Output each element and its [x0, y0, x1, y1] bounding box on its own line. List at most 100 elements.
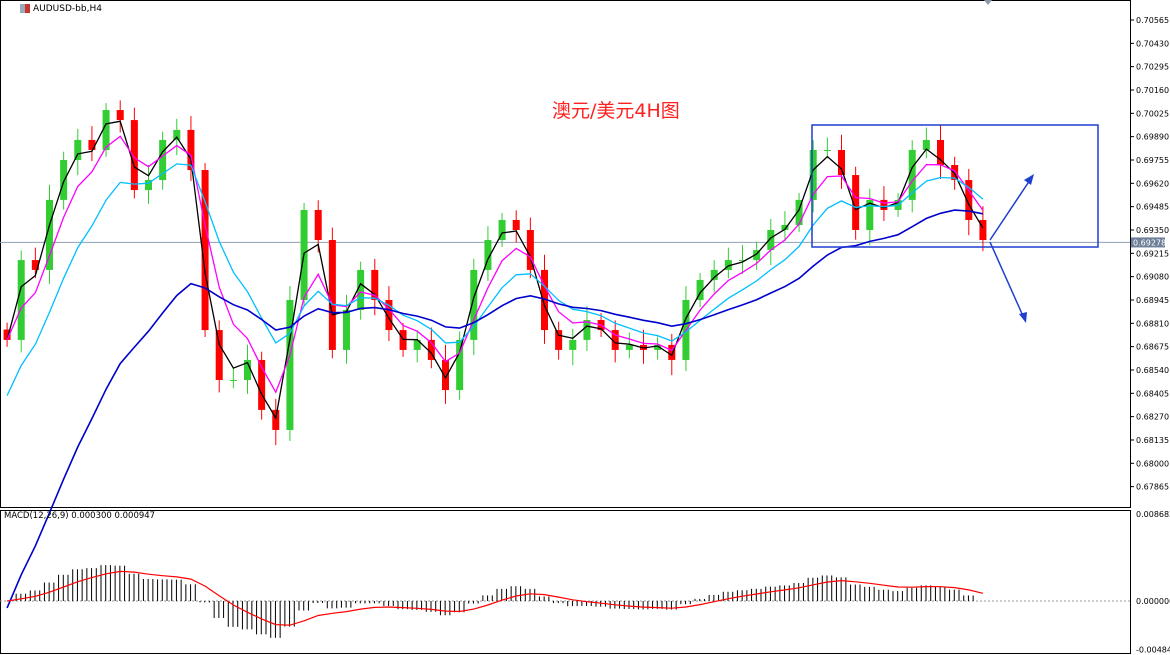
candle-body [965, 180, 973, 220]
macd-tick-label: -0.004840 [1136, 646, 1170, 655]
candle-body [60, 159, 68, 200]
candle-body [625, 344, 633, 350]
candle-body [314, 209, 322, 241]
ma-mid-line [6, 135, 984, 394]
symbol-label: AUDUSD-bb,H4 [33, 4, 102, 14]
y-tick-label: 0.68405 [1136, 389, 1169, 398]
ma-long-line [6, 209, 984, 609]
candle-body [583, 320, 591, 340]
candle-body [498, 219, 506, 241]
macd-tick-label: 0.008682 [1136, 510, 1170, 519]
down-arrow-icon [1019, 312, 1027, 323]
current-price-label: 0.69278 [1133, 238, 1166, 247]
y-tick-label: 0.69485 [1136, 203, 1169, 212]
candle-body [922, 139, 930, 150]
candle-body [442, 359, 449, 391]
candle-body [569, 339, 577, 350]
candle-body [866, 199, 874, 230]
macd-signal-line [7, 570, 984, 626]
y-tick-label: 0.69755 [1136, 156, 1169, 165]
y-tick-label: 0.68135 [1136, 436, 1169, 445]
ma-slow-line [6, 163, 984, 396]
candle-body [611, 330, 619, 350]
y-tick-label: 0.69620 [1136, 179, 1169, 188]
candle-body [343, 310, 350, 350]
macd-tick-label: 0.000000 [1136, 597, 1170, 606]
candle-body [696, 279, 704, 300]
candle-body [413, 339, 421, 350]
candle-body [739, 260, 746, 262]
candle-body [724, 260, 732, 270]
y-tick-label: 0.68675 [1136, 343, 1169, 352]
candle-body [470, 269, 478, 340]
candle-body [823, 149, 831, 151]
y-tick-label: 0.68270 [1136, 413, 1169, 422]
y-tick-label: 0.68945 [1136, 296, 1169, 305]
candle-body [385, 299, 393, 331]
candle-body [244, 359, 251, 381]
candle-body [159, 139, 167, 181]
current-price-badge [1131, 237, 1165, 248]
candle-body [272, 409, 280, 430]
candle-body [937, 139, 944, 166]
annotation-text: 澳元/美元4H图 [552, 100, 680, 122]
y-tick-label: 0.70025 [1136, 109, 1169, 118]
candle-body [512, 219, 520, 230]
candle-body [357, 269, 365, 311]
candle-body [908, 149, 916, 200]
range-box [811, 124, 1099, 248]
candle-body [187, 129, 195, 171]
candle-body [555, 330, 563, 350]
candle-body [541, 269, 548, 331]
candle-body [215, 330, 223, 381]
candle-body [328, 240, 336, 350]
y-tick-label: 0.69890 [1136, 133, 1169, 142]
macd-label: MACD(12,26,9) 0.000300 0.000947 [4, 511, 156, 521]
main-pane-frame [0, 0, 1131, 508]
candle-body [880, 199, 888, 210]
candle-body [456, 339, 464, 391]
y-tick-label: 0.69350 [1136, 226, 1169, 235]
candle-body [781, 224, 789, 230]
candle-body [258, 359, 266, 410]
candle-body [427, 339, 435, 360]
candle-body [17, 260, 25, 340]
candle-body [31, 260, 39, 270]
candle-body [3, 329, 11, 340]
candle-body [795, 199, 803, 225]
candle-body [286, 299, 294, 430]
candle-body [371, 269, 379, 300]
candle-body [710, 269, 718, 280]
candle-body [809, 149, 817, 200]
y-tick-label: 0.69215 [1136, 249, 1169, 258]
candle-body [484, 240, 492, 270]
candle-body [173, 129, 181, 140]
candle-body [201, 170, 209, 331]
up-arrow-icon [1024, 174, 1034, 185]
shift-marker-icon [984, 0, 992, 5]
y-tick-label: 0.70160 [1136, 86, 1169, 95]
candle-body [852, 175, 860, 230]
candle-body [46, 199, 53, 270]
candle-body [767, 229, 775, 251]
candle-body [74, 139, 82, 160]
up-arrow-line [989, 179, 1031, 241]
y-tick-label: 0.70430 [1136, 39, 1169, 48]
candle-body [229, 380, 237, 382]
candle-body [116, 110, 124, 121]
candle-body [88, 139, 96, 150]
candle-body [838, 149, 845, 176]
chart-window-icon [20, 4, 30, 13]
chart-title: AUDUSD-bb,H4 [20, 4, 102, 14]
y-tick-label: 0.70295 [1136, 63, 1169, 72]
ma-fast-line [6, 120, 984, 420]
candle-body [668, 344, 676, 360]
candle-body [654, 344, 662, 350]
down-arrow-line [989, 241, 1024, 317]
candle-body [130, 120, 138, 191]
y-tick-label: 0.68810 [1136, 319, 1169, 328]
candle-body [102, 110, 110, 150]
candle-body [526, 229, 534, 270]
